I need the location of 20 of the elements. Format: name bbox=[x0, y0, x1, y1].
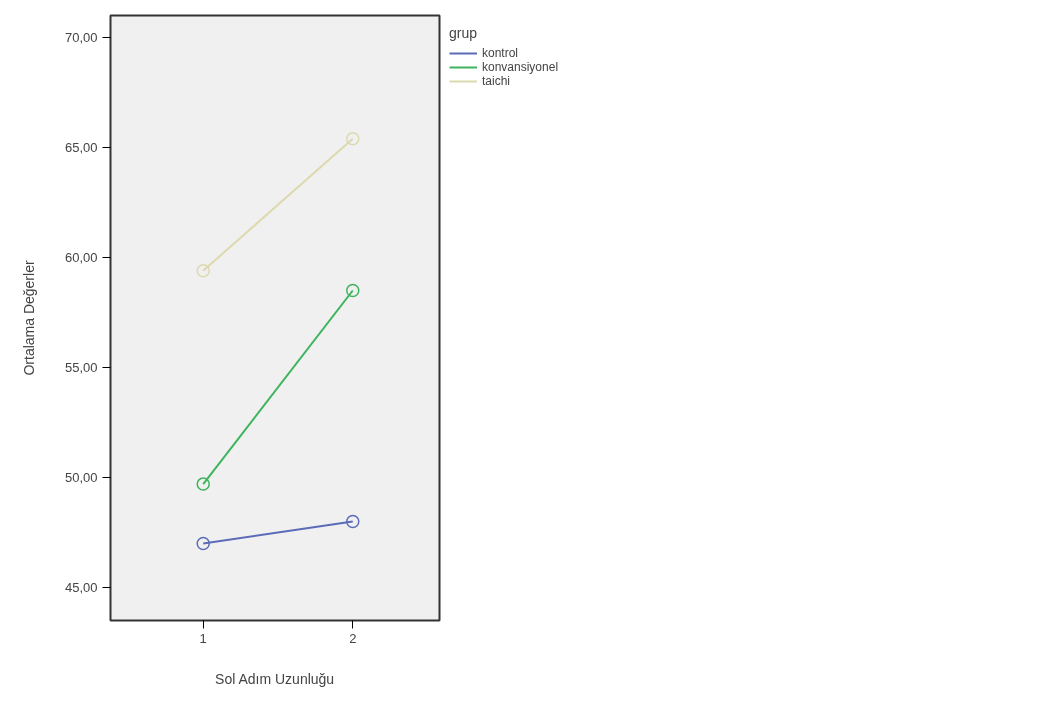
x-tick-label: 1 bbox=[199, 630, 207, 646]
y-tick-label: 55,00 bbox=[64, 360, 98, 375]
legend-label: konvansiyonel bbox=[482, 60, 559, 74]
point bbox=[196, 263, 210, 278]
legend-title: grup bbox=[449, 25, 479, 41]
y-axis-title: Ortalama Değerler bbox=[20, 260, 37, 376]
y-tick-label: 65,00 bbox=[64, 140, 98, 155]
y-tick-label: 50,00 bbox=[64, 470, 98, 485]
x-tick-label: 2 bbox=[349, 630, 357, 646]
y-tick-label: 60,00 bbox=[64, 250, 98, 265]
point bbox=[346, 131, 360, 146]
point bbox=[346, 283, 360, 298]
legend-label: kontrol bbox=[482, 46, 519, 60]
y-tick-label: 70,00 bbox=[64, 30, 98, 45]
point bbox=[196, 477, 210, 491]
legend-label: taichi bbox=[482, 74, 511, 88]
point bbox=[196, 536, 210, 551]
x-axis-title: Sol Adım Uzunluğu bbox=[215, 670, 335, 687]
point bbox=[346, 514, 360, 529]
y-tick-label: 45,00 bbox=[64, 580, 98, 595]
